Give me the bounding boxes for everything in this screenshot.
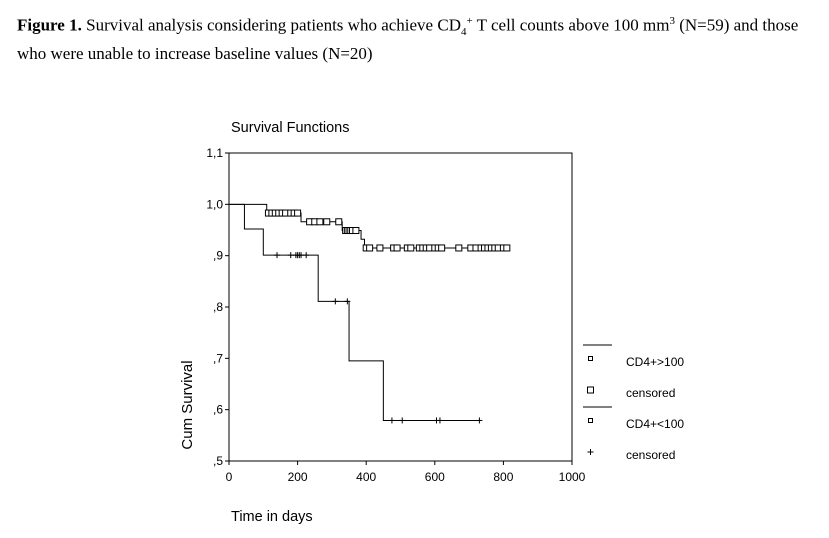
censored-marker <box>274 252 281 259</box>
censored-marker <box>393 244 401 252</box>
caption-text-1: Survival analysis considering patients w… <box>81 15 461 35</box>
series-1 <box>229 203 511 252</box>
censored-marker <box>407 244 415 252</box>
censored-marker <box>436 417 443 424</box>
x-tick-label: 600 <box>425 470 445 484</box>
legend-marker <box>588 356 593 361</box>
series-layer <box>229 203 511 424</box>
y-tick-label: 1,0 <box>206 197 223 211</box>
plot-frame <box>228 152 573 462</box>
legend-entry: censored <box>587 448 675 462</box>
censored-marker <box>335 218 343 226</box>
series-2 <box>229 203 483 424</box>
figure-caption: Figure 1. Survival analysis considering … <box>17 10 822 65</box>
x-tick-label: 200 <box>288 470 308 484</box>
chart-title: Survival Functions <box>231 120 349 136</box>
caption-unit-superscript: 3 <box>669 15 675 27</box>
caption-subscript: 4 <box>460 26 467 39</box>
censored-marker <box>399 417 406 424</box>
censored-marker <box>503 244 511 252</box>
legend-label: censored <box>626 448 675 462</box>
y-tick-label: ,8 <box>213 300 223 314</box>
legend: CD4+>100 censored CD4+<100 censored <box>583 344 684 462</box>
x-tick-label: 800 <box>493 470 513 484</box>
legend-entry: censored <box>587 386 675 400</box>
survival-step-line <box>229 203 482 421</box>
legend-label: censored <box>626 386 675 400</box>
y-tick-label: ,9 <box>213 249 223 263</box>
y-axis-label: Cum Survival <box>179 360 196 449</box>
censored-marker <box>298 252 305 259</box>
caption-text-3: (N=59) and those who were unable to incr… <box>17 15 799 64</box>
legend-marker <box>588 418 593 423</box>
x-tick-label: 0 <box>226 470 233 484</box>
censored-marker <box>476 417 483 424</box>
censored-marker <box>388 417 395 424</box>
figure-label: Figure 1. <box>17 15 82 35</box>
censored-marker <box>332 298 339 305</box>
legend-entry: CD4+<100 <box>583 406 684 431</box>
censored-marker <box>303 252 310 259</box>
x-tick-label: 400 <box>356 470 376 484</box>
legend-marker <box>587 449 594 455</box>
caption-text-2: T cell counts above 100 mm <box>472 15 670 35</box>
legend-entry: CD4+>100 <box>583 344 684 369</box>
legend-marker <box>587 386 594 394</box>
censored-marker <box>455 244 463 252</box>
y-axis: ,5 ,6 ,7 ,8 ,9 1,0 1,1 <box>206 146 229 468</box>
censored-marker <box>438 244 446 252</box>
legend-label: CD4+<100 <box>626 417 684 431</box>
legend-label: CD4+>100 <box>626 355 684 369</box>
y-tick-label: ,7 <box>213 351 223 365</box>
censored-marker <box>316 218 324 226</box>
x-axis-label: Time in days <box>231 509 313 525</box>
plot-border <box>228 152 573 462</box>
y-tick-label: ,5 <box>213 454 223 468</box>
x-tick-label: 1000 <box>559 470 586 484</box>
censored-marker <box>366 244 374 252</box>
censored-marker <box>376 244 384 252</box>
censored-marker <box>287 252 294 259</box>
censored-marker <box>344 298 351 305</box>
y-tick-label: ,6 <box>213 403 223 417</box>
y-tick-label: 1,1 <box>206 146 223 160</box>
censored-marker <box>352 227 360 235</box>
caption-superscript: + <box>466 15 473 27</box>
censored-marker <box>294 209 302 217</box>
x-axis: 0 200 400 600 800 1000 <box>226 461 586 484</box>
censored-marker <box>323 218 331 226</box>
